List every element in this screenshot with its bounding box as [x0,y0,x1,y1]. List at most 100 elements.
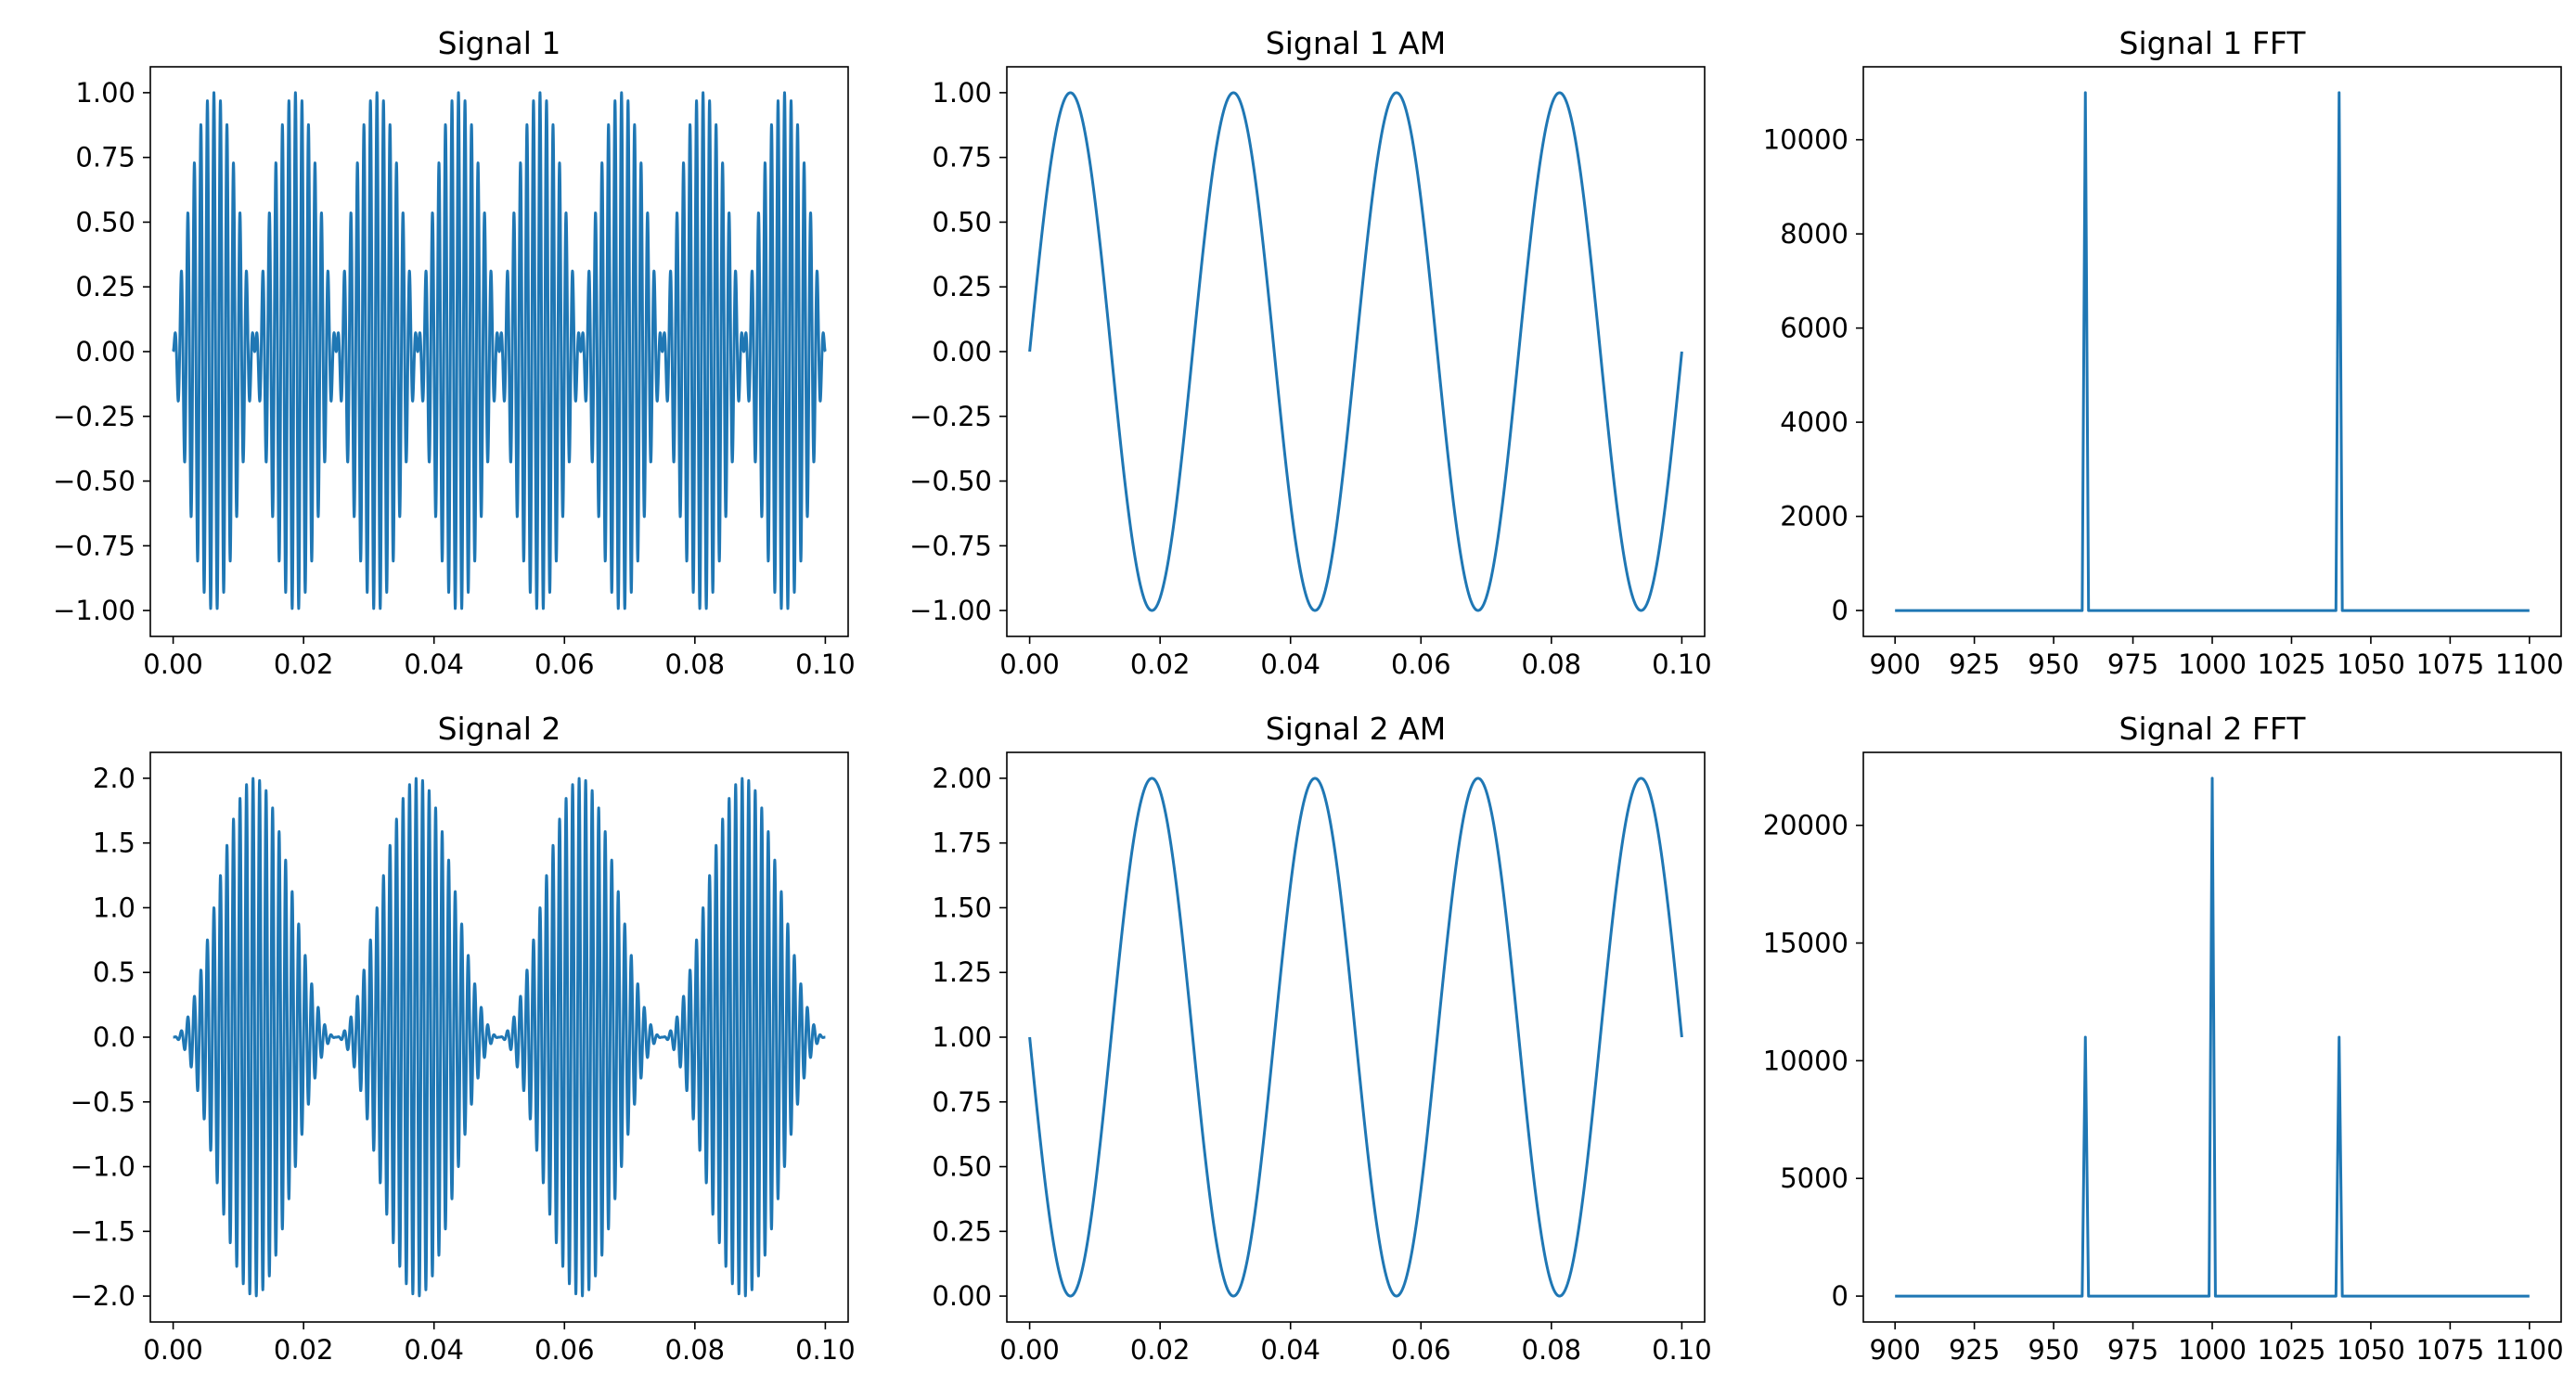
subplot-5: 0.00 0.02 0.04 0.06 0.08 0.10 0.00 0.25 0.50 0.75… [932,711,1711,1366]
y-tick-label: 1.0 [93,892,135,923]
x-tick-label: 1075 [2415,648,2484,680]
y-tick-label: −0.25 [53,401,135,432]
subplot-1: 0.00 0.02 0.04 0.06 0.08 0.10 −1.00 −0.75 −0.50 −… [53,25,856,680]
x-tick-label: 0.04 [404,648,464,680]
y-tick-label: 1.00 [932,1021,992,1053]
y-tick-label: −0.75 [909,530,992,561]
x-tick-label: 1025 [2258,648,2326,680]
x-tick-label: 900 [1870,1334,1921,1366]
y-tick-label: 4000 [1780,406,1848,438]
y-tick-label: 0 [1832,1280,1848,1312]
y-tick-label: 0.0 [93,1021,135,1053]
y-tick-label: 8000 [1780,218,1848,250]
y-tick-label: −1.00 [909,595,992,626]
x-tick-label: 0.10 [1652,1334,1712,1366]
x-tick-label: 0.06 [1391,1334,1451,1366]
chart-title: Signal 1 FFT [2119,25,2307,61]
y-tick-label: 10000 [1763,1045,1848,1076]
x-tick-label: 0.10 [795,1334,856,1366]
x-tick-label: 975 [2107,648,2158,680]
x-tick-label: 0.02 [274,648,334,680]
x-tick-label: 0.08 [1522,648,1582,680]
chart-title: Signal 2 AM [1266,711,1446,747]
x-tick-label: 0.00 [143,648,203,680]
subplot-6: 900 925 950 975 1000 1025 1050 1075 1100 0 5000 100… [1763,711,2564,1366]
x-tick-label: 0.00 [999,1334,1060,1366]
y-tick-label: −1.00 [53,595,135,626]
x-tick-label: 0.02 [1130,1334,1191,1366]
x-tick-label: 900 [1870,648,1921,680]
y-tick-label: 0.50 [932,1151,992,1183]
y-tick-label: −0.50 [909,466,992,497]
y-tick-label: 0.00 [932,1280,992,1312]
y-tick-label: −2.0 [71,1280,135,1312]
subplot-3: 900 925 950 975 1000 1025 1050 1075 1100 0 2000 400… [1763,25,2564,680]
y-tick-label: 1.00 [932,77,992,109]
y-tick-label: 0.25 [932,1215,992,1247]
y-tick-label: 2000 [1780,501,1848,533]
chart-title: Signal 2 FFT [2119,711,2307,747]
series-line [172,776,827,1298]
y-tick-label: −0.5 [71,1086,135,1118]
x-tick-label: 975 [2107,1334,2158,1366]
y-tick-label: 6000 [1780,313,1848,344]
x-tick-label: 1050 [2337,1334,2405,1366]
y-tick-label: −0.50 [53,466,135,497]
y-tick-label: 0.75 [932,142,992,173]
y-tick-label: 0.00 [75,336,135,367]
series-line [1028,91,1683,612]
y-tick-label: 2.0 [93,763,135,794]
subplot-2: 0.00 0.02 0.04 0.06 0.08 0.10 −1.00 −0.75 −0.50 −… [909,25,1712,680]
chart-title: Signal 1 [438,25,561,61]
x-tick-label: 1025 [2258,1334,2326,1366]
x-tick-label: 1100 [2495,648,2564,680]
x-tick-label: 1100 [2495,1334,2564,1366]
chart-title: Signal 1 AM [1266,25,1446,61]
x-tick-label: 0.00 [143,1334,203,1366]
series-line [1028,776,1683,1298]
y-tick-label: 10000 [1763,124,1848,156]
x-tick-label: 0.08 [665,1334,726,1366]
y-tick-label: 0.25 [932,271,992,302]
y-tick-label: 1.00 [75,77,135,109]
axes-frame [1862,66,2562,637]
y-tick-label: 20000 [1763,810,1848,841]
y-tick-label: 2.00 [932,763,992,794]
x-tick-label: 1000 [2178,1334,2247,1366]
x-tick-label: 1050 [2337,648,2405,680]
y-tick-label: 15000 [1763,928,1848,959]
x-tick-label: 925 [1949,1334,2000,1366]
y-tick-label: 0.75 [932,1086,992,1118]
y-tick-label: 1.50 [932,892,992,923]
x-tick-label: 0.02 [1130,648,1191,680]
x-tick-label: 0.04 [404,1334,464,1366]
x-tick-label: 0.06 [1391,648,1451,680]
x-tick-label: 0.06 [535,648,595,680]
x-tick-label: 1000 [2178,648,2247,680]
x-tick-label: 950 [2028,1334,2079,1366]
x-tick-label: 0.02 [274,1334,334,1366]
y-tick-label: 0.50 [932,206,992,237]
x-tick-label: 0.04 [1260,648,1320,680]
x-tick-label: 950 [2028,648,2079,680]
chart-title: Signal 2 [438,711,561,747]
x-tick-label: 0.10 [1652,648,1712,680]
series-line [1895,91,2530,612]
y-tick-label: 0.25 [75,271,135,302]
y-tick-label: 5000 [1780,1162,1848,1194]
series-line [172,91,827,610]
y-tick-label: −0.75 [53,530,135,561]
x-tick-label: 0.00 [999,648,1060,680]
y-tick-label: 0.50 [75,206,135,237]
x-tick-label: 0.08 [1522,1334,1582,1366]
series-line [1895,776,2530,1298]
x-tick-label: 0.06 [535,1334,595,1366]
y-tick-label: 0.00 [932,336,992,367]
y-tick-label: −1.5 [71,1215,135,1247]
y-tick-label: 1.5 [93,828,135,859]
y-tick-label: −1.0 [71,1151,135,1183]
y-tick-label: 1.75 [932,828,992,859]
subplot-4: 0.00 0.02 0.04 0.06 0.08 0.10 −2.0 −1.5 −1.0 −0.5… [71,711,856,1366]
x-tick-label: 0.08 [665,648,726,680]
